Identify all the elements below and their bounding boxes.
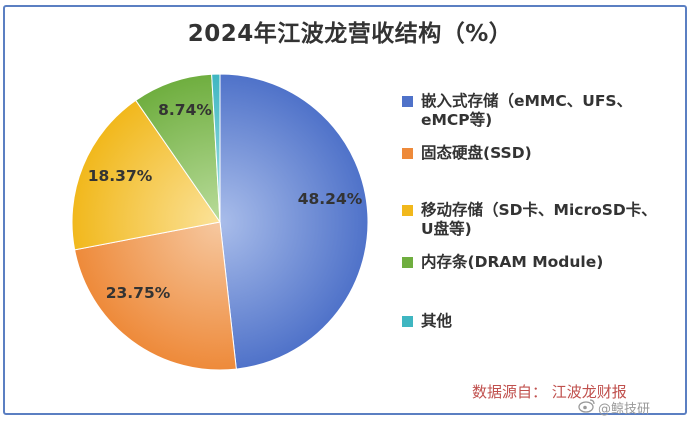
legend-item: 固态硬盘(SSD): [402, 144, 687, 163]
legend-label: 内存条(DRAM Module): [421, 253, 604, 271]
legend-item: 嵌入式存储（eMMC、UFS、 eMCP等): [402, 92, 687, 130]
slice-data-label: 23.75%: [106, 284, 171, 302]
pie-slice: [71, 99, 221, 251]
pie-slice: [219, 73, 369, 370]
legend-swatch: [402, 257, 413, 268]
legend-swatch: [402, 316, 413, 327]
slice-data-label: 48.24%: [298, 190, 363, 208]
legend-label: 移动存储（SD卡、MicroSD卡、: [421, 201, 657, 219]
slice-data-label: 8.74%: [158, 101, 212, 119]
legend-swatch: [402, 96, 413, 107]
legend-label: U盘等): [421, 220, 472, 238]
source-note: 数据源自： 江波龙财报: [472, 383, 627, 401]
legend-item: 内存条(DRAM Module): [402, 253, 687, 272]
watermark: @鲸技研: [598, 402, 651, 417]
slice-data-label: 18.37%: [88, 167, 153, 185]
legend-item: 其他: [402, 312, 687, 331]
legend-swatch: [402, 205, 413, 216]
weibo-icon: [578, 399, 595, 413]
legend-label: 固态硬盘(SSD): [421, 144, 532, 162]
chart-title: 2024年江波龙营收结构（%）: [187, 21, 513, 47]
pie-slice: [211, 73, 221, 223]
pie-slice: [74, 221, 237, 371]
pie-slice: [135, 73, 221, 224]
legend-swatch: [402, 148, 413, 159]
legend-label: 其他: [421, 312, 453, 330]
legend-label: eMCP等): [421, 111, 493, 129]
legend-label: 嵌入式存储（eMMC、UFS、: [421, 92, 633, 110]
legend-item: 移动存储（SD卡、MicroSD卡、 U盘等): [402, 201, 687, 239]
chart-legend: 嵌入式存储（eMMC、UFS、 eMCP等) 固态硬盘(SSD) 移动存储（SD卡、M…: [402, 92, 687, 331]
